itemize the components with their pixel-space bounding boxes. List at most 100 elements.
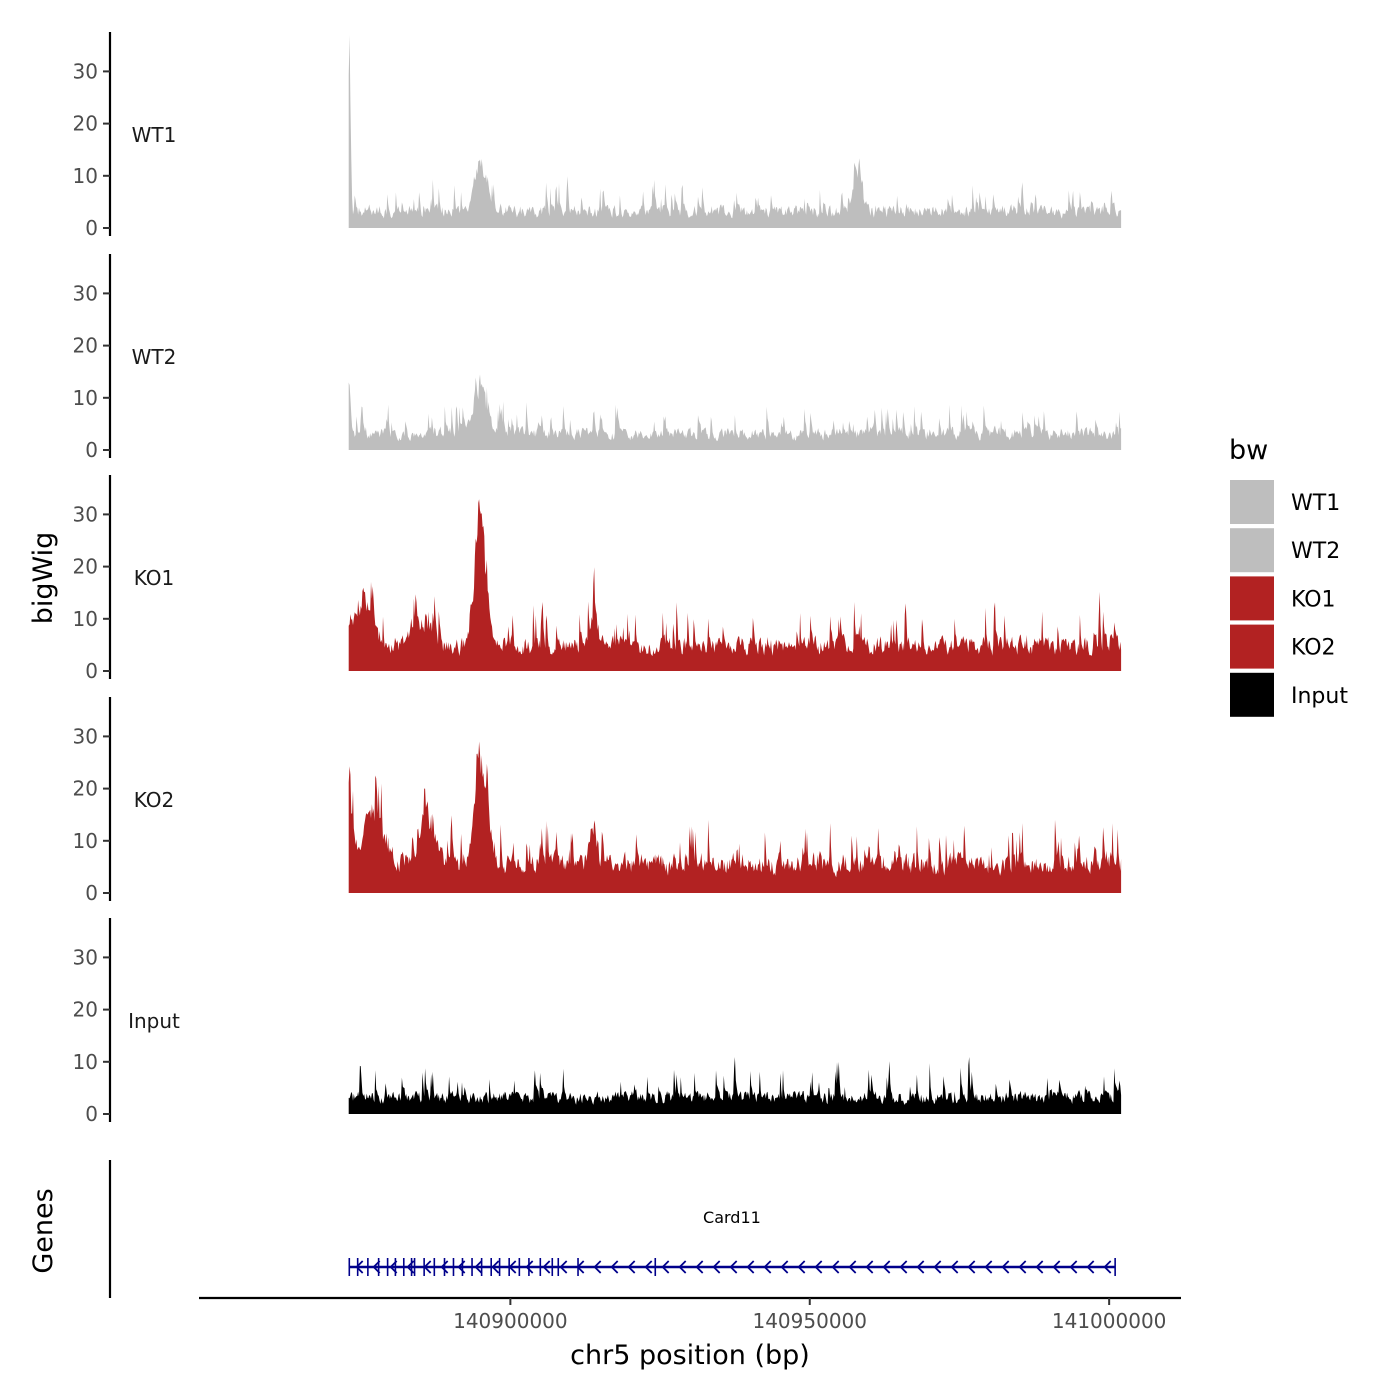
strand-arrow <box>984 1260 993 1274</box>
legend-item: KO2 <box>1230 624 1336 669</box>
x-tick-label: 140900000 <box>453 1309 568 1333</box>
y-tick-label: 10 <box>73 607 98 631</box>
coverage-area-wt2 <box>348 374 1122 450</box>
legend-label: WT1 <box>1291 491 1340 516</box>
strand-arrow <box>1052 1260 1061 1274</box>
strand-arrow <box>542 1260 551 1274</box>
strand-arrow <box>763 1260 772 1274</box>
y-tick-label: 0 <box>85 438 98 462</box>
y-tick-label: 20 <box>73 112 98 136</box>
genes-panel: Card11 <box>108 1160 1116 1298</box>
track-ko1: 0 10 20 30 KO1 <box>73 475 1122 683</box>
coverage-area-wt1 <box>348 34 1122 229</box>
strand-arrow <box>661 1260 670 1274</box>
legend-swatch <box>1230 480 1274 524</box>
y-tick-label: 20 <box>73 777 98 801</box>
strand-arrow <box>797 1260 806 1274</box>
strand-arrow <box>967 1260 976 1274</box>
legend-swatch <box>1230 624 1274 669</box>
y-tick-label: 30 <box>73 724 98 748</box>
track-label: WT1 <box>132 123 177 147</box>
strand-arrow <box>1069 1260 1078 1274</box>
y-tick-label: 30 <box>73 945 98 969</box>
y-tick-label: 30 <box>73 502 98 526</box>
coverage-area-ko2 <box>348 741 1122 893</box>
y-tick-label: 10 <box>73 1050 98 1074</box>
strand-arrow <box>1086 1260 1095 1274</box>
legend-swatch <box>1230 528 1274 573</box>
strand-arrow <box>950 1260 959 1274</box>
track-wt2: 0 10 20 30 WT2 <box>73 254 1122 462</box>
y-tick-label: 30 <box>73 281 98 305</box>
strand-arrow <box>746 1260 755 1274</box>
strand-arrow <box>627 1260 636 1274</box>
legend-label: WT2 <box>1291 539 1340 564</box>
strand-arrow <box>729 1260 738 1274</box>
strand-arrow <box>1103 1260 1112 1274</box>
strand-arrow <box>780 1260 789 1274</box>
coverage-area-input <box>348 1057 1122 1114</box>
y-tick-label: 0 <box>85 1102 98 1126</box>
legend-swatch <box>1230 576 1274 621</box>
legend-swatch <box>1230 672 1274 717</box>
y-tick-label: 0 <box>85 659 98 683</box>
track-label: WT2 <box>132 345 177 369</box>
strand-arrow <box>831 1260 840 1274</box>
x-axis: 140900000 140950000 141000000 <box>199 1296 1181 1333</box>
coverage-area-ko1 <box>348 499 1122 671</box>
track-input: 0 10 20 30 Input <box>73 918 1122 1126</box>
strand-arrow <box>916 1260 925 1274</box>
tracks-layer: 0 10 20 30 WT1 0 10 20 30 WT2 0 10 20 30 KO1 0 10 20 30 KO2… <box>73 32 1122 1126</box>
strand-arrow <box>1018 1260 1027 1274</box>
y-tick-label: 20 <box>73 555 98 579</box>
legend-item: Input <box>1230 672 1348 717</box>
strand-arrow <box>610 1260 619 1274</box>
strand-arrow <box>1001 1260 1010 1274</box>
strand-arrow <box>1035 1260 1044 1274</box>
track-label: KO1 <box>134 566 175 590</box>
strand-arrow <box>712 1260 721 1274</box>
y-tick-label: 0 <box>85 881 98 905</box>
y-tick-label: 20 <box>73 998 98 1022</box>
strand-arrow <box>848 1260 857 1274</box>
strand-arrow <box>372 1260 381 1274</box>
strand-arrow <box>814 1260 823 1274</box>
legend: bw WT1 WT2 KO1 KO2 Input <box>1229 435 1348 717</box>
strand-arrow <box>644 1260 653 1274</box>
strand-arrow <box>899 1260 908 1274</box>
track-label: KO2 <box>134 788 175 812</box>
strand-arrow <box>440 1260 449 1274</box>
strand-arrow <box>474 1260 483 1274</box>
legend-label: KO2 <box>1291 636 1336 661</box>
y-tick-label: 0 <box>85 216 98 240</box>
strand-arrow <box>933 1260 942 1274</box>
legend-title: bw <box>1229 435 1268 466</box>
strand-arrow <box>678 1260 687 1274</box>
legend-item: KO1 <box>1230 576 1336 621</box>
strand-arrow <box>865 1260 874 1274</box>
legend-item: WT1 <box>1230 480 1340 524</box>
genes-axis-title: Genes <box>28 1188 59 1273</box>
x-axis-title: chr5 position (bp) <box>570 1340 810 1371</box>
strand-arrow <box>882 1260 891 1274</box>
y-tick-label: 10 <box>73 829 98 853</box>
strand-arrow <box>525 1260 534 1274</box>
y-tick-label: 10 <box>73 386 98 410</box>
track-ko2: 0 10 20 30 KO2 <box>73 697 1122 905</box>
legend-label: Input <box>1291 684 1348 709</box>
track-wt1: 0 10 20 30 WT1 <box>73 32 1122 240</box>
y-tick-label: 30 <box>73 59 98 83</box>
x-tick-label: 140950000 <box>752 1309 867 1333</box>
y-tick-label: 10 <box>73 164 98 188</box>
legend-label: KO1 <box>1291 587 1336 612</box>
strand-arrow <box>491 1260 500 1274</box>
legend-item: WT2 <box>1230 528 1340 573</box>
x-tick-label: 141000000 <box>1052 1309 1167 1333</box>
y-tick-label: 20 <box>73 334 98 358</box>
gene-label: Card11 <box>703 1208 761 1227</box>
track-label: Input <box>128 1009 180 1033</box>
strand-arrow <box>559 1260 568 1274</box>
y-axis-title: bigWig <box>28 532 59 625</box>
strand-arrow <box>593 1260 602 1274</box>
